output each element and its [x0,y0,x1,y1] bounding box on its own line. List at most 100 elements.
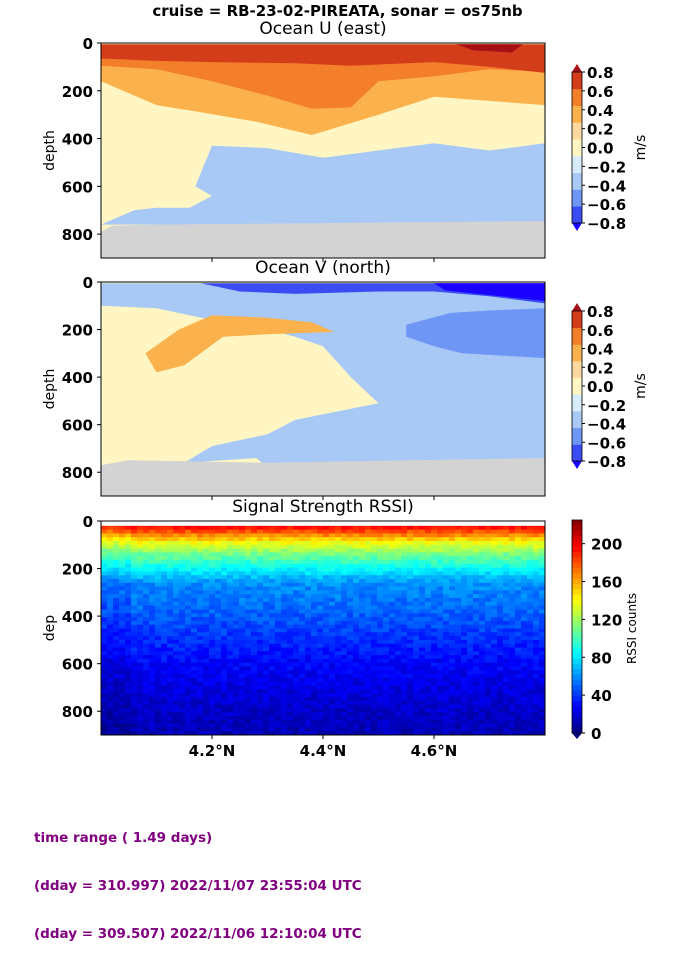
rssi-cell [143,636,150,641]
rssi-cell [227,655,234,660]
rssi-cell [299,533,306,538]
rssi-cell [329,529,336,534]
rssi-cell [347,560,354,565]
rssi-cell [143,575,150,580]
rssi-cell [131,613,138,618]
rssi-cell [245,681,252,687]
rssi-cell [233,677,240,683]
rssi-cell [311,567,318,572]
rssi-cell [263,712,270,717]
rssi-cell [137,681,144,687]
rssi-cell [233,601,240,607]
rssi-cell [197,716,204,721]
rssi-cell [401,541,408,546]
rssi-cell [155,681,162,687]
rssi-cell [479,590,486,595]
rssi-cell [527,541,534,546]
rssi-cell [203,552,210,557]
rssi-cell [377,716,384,721]
rssi-cell [341,643,348,649]
rssi-cell [263,689,270,694]
rssi-cell [155,590,162,595]
y-tick-label: 200 [62,561,93,579]
y-tick-label: 200 [62,322,93,340]
rssi-cell [509,708,516,713]
rssi-cell [185,685,192,690]
rssi-cell [185,643,192,649]
rssi-cell [143,544,150,550]
rssi-cell [347,571,354,576]
rssi-cell [389,655,396,660]
rssi-cell [383,571,390,576]
rssi-cell [101,582,108,588]
rssi-cell [419,727,426,732]
rssi-cell [347,639,354,645]
rssi-cell [287,712,294,717]
rssi-cell [323,662,330,668]
rssi-cell [173,537,180,542]
rssi-cell [461,605,468,610]
rssi-cell [143,560,150,565]
rssi-cell [173,609,180,614]
rssi-cell [455,541,462,546]
rssi-cell [233,598,240,603]
rssi-cell [329,700,336,706]
rssi-cell [491,533,498,538]
rssi-cell [449,560,456,565]
rssi-cell [287,632,294,637]
rssi-cell [197,636,204,641]
rssi-cell [377,700,384,706]
rssi-cell [293,582,300,588]
rssi-cell [125,693,132,698]
rssi-cell [431,685,438,690]
rssi-cell [389,708,396,713]
rssi-cell [233,556,240,561]
rssi-cell [431,628,438,633]
rssi-cell [167,571,174,576]
colorbar-tick-label: 40 [591,687,612,705]
rssi-cell [101,643,108,649]
rssi-cell [485,609,492,614]
rssi-cell [461,719,468,725]
rssi-cell [383,681,390,687]
rssi-cell [527,716,534,721]
rssi-cell [215,598,222,603]
rssi-cell [383,636,390,641]
rssi-cell [485,575,492,580]
rssi-cell [209,719,216,725]
rssi-cell [497,628,504,633]
rssi-cell [137,594,144,599]
rssi-cell [257,636,264,641]
rssi-cell [107,632,114,637]
rssi-cell [101,704,108,709]
rssi-cell [503,541,510,546]
rssi-cell [305,632,312,637]
rssi-cell [221,704,228,709]
rssi-cell [221,658,228,664]
rssi-cell [353,704,360,709]
rssi-cell [509,560,516,565]
rssi-cell [401,662,408,668]
rssi-cell [245,674,252,679]
rssi-cell [491,639,498,645]
rssi-cell [215,620,222,626]
rssi-cell [107,601,114,607]
rssi-cell [167,537,174,542]
rssi-cell [209,697,216,702]
rssi-cell [275,658,282,664]
rssi-cell [257,537,264,542]
rssi-cell [119,544,126,550]
rssi-cell [353,567,360,572]
rssi-cell [173,605,180,610]
rssi-cell [479,601,486,607]
rssi-cell [353,655,360,660]
rssi-cell [311,620,318,626]
rssi-cell [113,567,120,572]
rssi-cell [449,670,456,675]
rssi-cell [383,716,390,721]
rssi-cell [245,693,252,698]
y-tick-label: 800 [62,226,93,244]
rssi-cell [101,537,108,542]
rssi-cell [131,537,138,542]
rssi-cell [521,689,528,694]
